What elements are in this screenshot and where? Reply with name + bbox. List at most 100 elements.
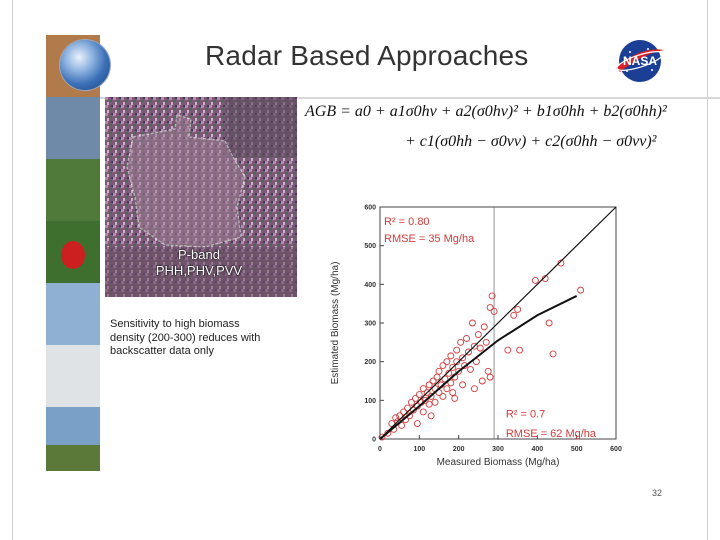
x-tick-label: 200 xyxy=(453,446,465,453)
fit-annotation: RMSE = 62 Mg/ha xyxy=(506,428,597,440)
scatter-point xyxy=(457,338,465,346)
equation-line-1: AGB = a0 + a1σ0hv + a2(σ0hv)² + b1σ0hh +… xyxy=(305,103,667,121)
scatter-point xyxy=(441,375,449,383)
x-tick-label: 0 xyxy=(378,446,382,453)
scatter-point xyxy=(486,304,494,311)
scatter-point xyxy=(423,389,431,397)
scatter-point xyxy=(411,394,419,402)
scatter-point xyxy=(514,306,522,313)
y-tick-label: 600 xyxy=(364,205,376,212)
saturation-fit-line xyxy=(379,295,578,440)
scatter-point xyxy=(449,389,457,397)
photo-glacier xyxy=(46,97,100,159)
scatter-point xyxy=(392,414,400,422)
x-axis-title: Measured Biomass (Mg/ha) xyxy=(437,457,560,468)
scatter-point xyxy=(431,398,439,406)
x-tick-label: 600 xyxy=(610,446,622,453)
scatter-point xyxy=(378,433,386,441)
scatter-point xyxy=(427,393,435,400)
scatter-point xyxy=(429,377,437,385)
chart-labels: 0 100 200 300 400 500 600 0 100 200 300 400 500 600 Me… xyxy=(330,205,622,469)
x-tick-label: 300 xyxy=(492,446,504,453)
radar-caption-band: P-band xyxy=(178,247,220,262)
photo-seal xyxy=(46,345,100,407)
slide-title: Radar Based Approaches xyxy=(205,40,529,71)
radar-caption-polarizations: PHH,PHV,PVV xyxy=(155,263,243,278)
fit-annotation: RMSE = 35 Mg/ha xyxy=(384,233,475,245)
scatter-point xyxy=(490,307,498,315)
scatter-point xyxy=(482,338,490,346)
scatter-point xyxy=(435,367,443,375)
scatter-point xyxy=(557,259,565,267)
scatter-point xyxy=(463,335,470,342)
scatter-point xyxy=(408,398,415,406)
scatter-point xyxy=(484,367,492,375)
scatter-point xyxy=(470,342,478,350)
svg-text:NASA: NASA xyxy=(623,54,657,68)
scatter-point xyxy=(449,364,457,371)
y-tick-label: 500 xyxy=(364,243,376,250)
scatter-point xyxy=(474,331,482,339)
scatter-point xyxy=(486,373,494,381)
biomass-scatter-chart: 0 100 200 300 400 500 600 0 100 200 300 400 500 600 Me… xyxy=(330,205,622,469)
scatter-point xyxy=(421,396,429,404)
cardinal-bird xyxy=(61,241,85,269)
scatter-point xyxy=(447,379,455,387)
equation-line-2-text: + c1(σ0hh − σ0vv) + c2(σ0hh − σ0vv)² xyxy=(405,133,657,150)
scatter-point xyxy=(384,429,392,437)
scatter-point xyxy=(396,412,404,420)
y-tick-label: 200 xyxy=(364,359,376,366)
scatter-point xyxy=(459,381,467,389)
scatter-point xyxy=(443,385,451,393)
scatter-point xyxy=(465,348,472,356)
title-divider xyxy=(100,97,720,99)
equation-line-1-text: AGB = a0 + a1σ0hv + a2(σ0hv)² + b1σ0hh +… xyxy=(305,103,667,120)
radar-caption: P-band PHH,PHV,PVV xyxy=(124,247,274,279)
slide-frame xyxy=(12,0,708,540)
photo-strip xyxy=(46,35,100,471)
y-tick-label: 0 xyxy=(372,437,376,444)
scatter-point xyxy=(453,346,461,354)
globe-icon xyxy=(60,40,110,90)
scatter-point xyxy=(415,391,423,398)
scatter-point xyxy=(439,362,447,369)
fit-annotation: R² = 0.7 xyxy=(506,409,545,421)
equation-line-2: + c1(σ0hh − σ0vv) + c2(σ0hh − σ0vv)² xyxy=(405,133,656,151)
scatter-point xyxy=(433,373,441,381)
y-tick-label: 400 xyxy=(364,282,376,289)
chart-axes xyxy=(379,206,617,440)
scatter-point xyxy=(398,422,406,429)
scatter-point xyxy=(459,354,467,362)
scatter-point xyxy=(545,319,553,327)
nasa-logo-icon: NASA xyxy=(616,40,664,82)
scatter-point xyxy=(400,408,408,416)
scatter-point xyxy=(409,406,417,414)
one-to-one-line xyxy=(379,206,617,440)
scatter-point xyxy=(468,319,476,327)
scatter-point xyxy=(467,365,474,373)
scatter-point xyxy=(413,420,421,427)
x-tick-label: 400 xyxy=(531,446,543,453)
scatter-point xyxy=(480,323,488,331)
photo-forest xyxy=(46,159,100,221)
scatter-point xyxy=(470,385,478,393)
scatter-point xyxy=(439,393,447,400)
scatter-point xyxy=(425,400,433,408)
scatter-point xyxy=(510,311,518,319)
scatter-point xyxy=(419,408,427,416)
x-tick-label: 100 xyxy=(413,446,425,453)
scatter-point xyxy=(516,346,524,354)
scatter-point xyxy=(404,404,411,412)
photo-field xyxy=(46,445,100,471)
y-tick-label: 100 xyxy=(364,398,376,405)
x-tick-label: 500 xyxy=(571,446,583,453)
scatter-point xyxy=(531,277,539,284)
page-number: 32 xyxy=(652,488,663,498)
y-axis-title: Estimated Biomass (Mg/ha) xyxy=(330,262,341,385)
chart-marks xyxy=(378,206,617,441)
scatter-point xyxy=(427,412,435,420)
scatter-point xyxy=(445,369,453,377)
scatter-point xyxy=(453,358,461,366)
scatter-point xyxy=(476,344,484,352)
scatter-point xyxy=(541,275,549,282)
